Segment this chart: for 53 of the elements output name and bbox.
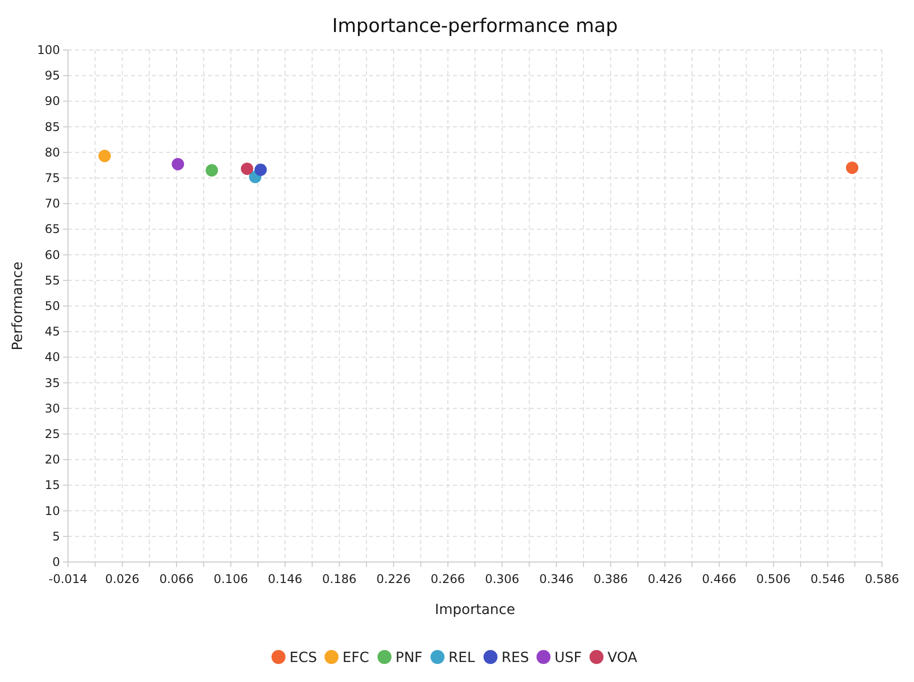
x-tick-label: 0.506 [756,572,791,586]
y-tick-label: 85 [44,120,60,134]
legend-label: USF [554,650,582,666]
y-tick-label: 5 [52,529,60,544]
y-tick-label: 65 [44,222,60,236]
x-tick-label: 0.266 [430,572,466,586]
x-tick-label: 0.026 [105,572,140,586]
x-tick-label: 0.466 [702,572,736,586]
x-tick-label: -0.014 [48,572,88,586]
y-tick-label: 10 [44,504,60,518]
x-tick-label: 0.226 [376,572,411,586]
y-tick-label: 20 [44,452,60,467]
x-tick-label: 0.386 [593,572,628,586]
chart-title: Importance-performance map [332,15,618,37]
x-tick-label: 0.186 [322,572,357,586]
y-tick-label: 15 [44,478,60,492]
point [846,162,858,174]
y-tick-label: 80 [44,145,60,160]
x-tick-label: 0.546 [810,572,845,586]
y-tick-label: 55 [44,273,60,288]
y-tick-label: 90 [44,94,60,108]
y-tick-label: 75 [44,171,60,185]
x-tick-label: 0.586 [864,572,900,586]
point [240,162,254,175]
x-tick-label: 0.306 [484,572,520,586]
y-tick-label: 30 [44,401,60,416]
y-axis-title: Performance [10,262,26,350]
x-tick-label: 0.146 [268,572,302,586]
legend-label: ECS [290,650,318,666]
legend-label: EFC [342,650,370,666]
y-tick-label: 95 [44,68,60,83]
y-tick-label: 25 [44,427,60,441]
y-tick-label: 100 [37,43,60,57]
x-tick-label: 0.066 [159,572,194,586]
x-tick-label: 0.346 [539,572,574,586]
point [254,164,267,176]
legend-label: PNF [396,650,422,666]
legend-label: VOA [608,650,638,666]
point [172,158,184,170]
x-tick-label: 0.426 [648,572,682,586]
y-tick-label: 45 [44,324,60,339]
y-tick-label: 60 [44,248,60,262]
x-tick-label: 0.106 [214,572,248,586]
y-tick-label: 0 [52,555,60,569]
x-axis-title: Importance [434,602,516,618]
y-tick-label: 50 [44,299,60,313]
y-tick-label: 70 [44,196,60,211]
legend-label: REL [448,650,476,666]
y-tick-label: 40 [44,350,60,364]
point [206,164,218,176]
y-tick-label: 35 [44,376,60,390]
point [98,150,111,162]
legend-label: RES [502,650,530,666]
